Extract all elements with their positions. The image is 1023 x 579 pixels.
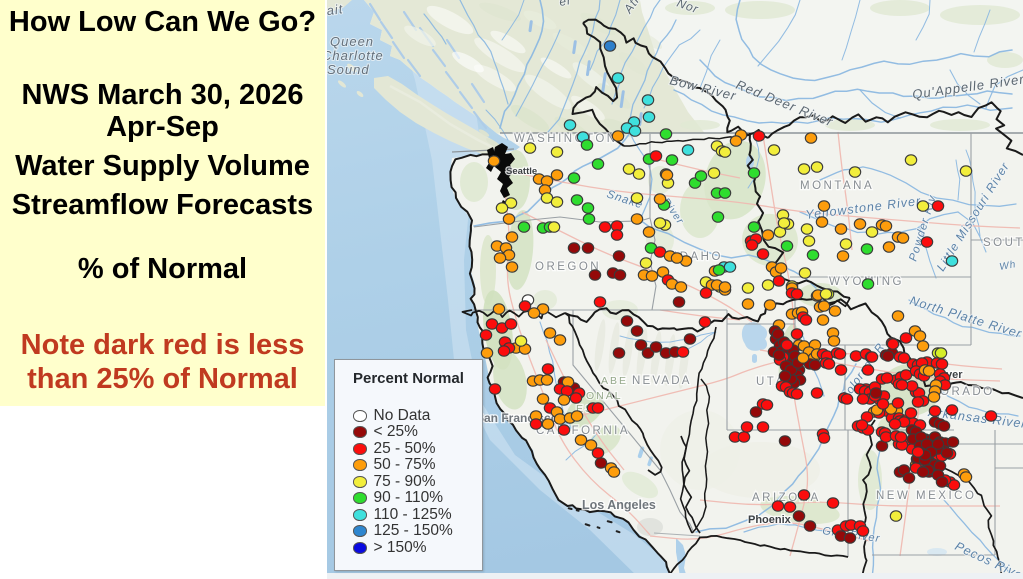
svg-text:rait: rait <box>327 1 345 19</box>
svg-text:SOUTH: SOUTH <box>983 237 1023 249</box>
svg-text:NEW MEXICO: NEW MEXICO <box>876 490 976 502</box>
svg-text:Wh: Wh <box>999 259 1018 273</box>
svg-text:ORADO: ORADO <box>940 386 995 398</box>
svg-text:OREGON: OREGON <box>535 261 601 273</box>
svg-text:ARIZONA: ARIZONA <box>752 492 821 504</box>
svg-text:ABE: ABE <box>601 375 628 387</box>
svg-text:CALIFORNIA: CALIFORNIA <box>536 425 630 437</box>
svg-text:Sound: Sound <box>327 62 370 77</box>
svg-text:Charlotte: Charlotte <box>327 48 384 63</box>
svg-text:er: er <box>558 0 573 9</box>
svg-text:NEVADA: NEVADA <box>632 375 692 387</box>
svg-text:MONTANA: MONTANA <box>800 180 874 192</box>
svg-text:Phoenix: Phoenix <box>748 514 792 526</box>
svg-text:Seattle: Seattle <box>506 166 537 177</box>
svg-text:Queen: Queen <box>330 34 374 49</box>
svg-text:Los Angeles: Los Angeles <box>582 498 656 512</box>
svg-text:ONAL: ONAL <box>586 390 623 402</box>
